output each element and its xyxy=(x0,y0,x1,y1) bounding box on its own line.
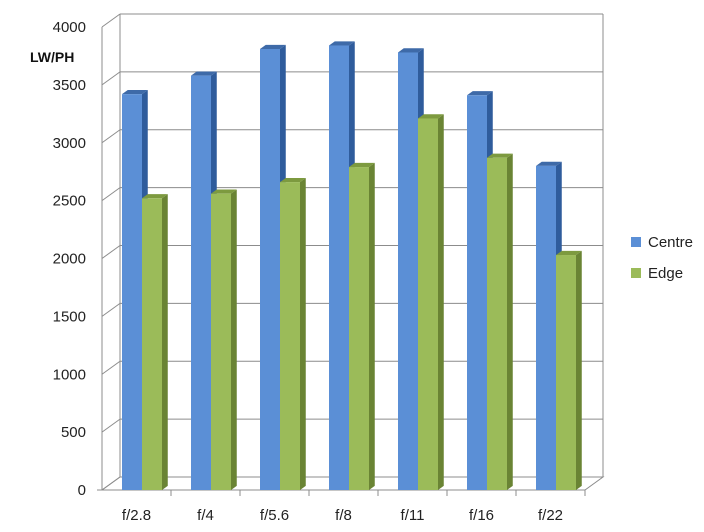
legend-swatch xyxy=(631,268,641,278)
bar-side xyxy=(369,162,375,490)
bar-front xyxy=(536,165,556,490)
bar-front xyxy=(418,118,438,490)
bar xyxy=(556,250,582,490)
legend-label: Edge xyxy=(648,265,683,282)
gridline-side xyxy=(101,71,121,86)
gridline-side xyxy=(101,187,121,202)
bar-front xyxy=(467,95,487,490)
bar xyxy=(280,177,306,491)
bar-front xyxy=(191,75,211,491)
bar-top xyxy=(418,114,444,119)
y-tick-label: 1000 xyxy=(53,366,86,383)
bar xyxy=(211,189,237,490)
y-tick-label: 2000 xyxy=(53,251,86,268)
bar-front xyxy=(329,45,349,491)
bar xyxy=(418,114,444,490)
gridline-side xyxy=(101,245,121,259)
gridline-side xyxy=(101,13,121,28)
y-tick-label: 2500 xyxy=(53,193,86,210)
y-tick-label: 500 xyxy=(61,424,86,441)
gridline-side xyxy=(101,360,121,375)
x-tick-label: f/4 xyxy=(197,507,214,524)
bar-front xyxy=(398,52,418,491)
bar-top xyxy=(398,48,424,53)
bar-side xyxy=(507,153,513,490)
bar-top xyxy=(329,41,355,46)
bar-front xyxy=(280,182,300,491)
legend: Centre Edge xyxy=(631,234,693,282)
bar-side xyxy=(162,194,168,490)
bar-top xyxy=(122,89,148,95)
bar-top xyxy=(280,177,306,183)
bar-top xyxy=(142,194,168,199)
bar-front xyxy=(122,94,142,490)
bar-side xyxy=(231,189,237,490)
x-tick-label: f/16 xyxy=(469,507,494,524)
bar xyxy=(487,153,513,491)
y-tick-label: 3000 xyxy=(53,135,86,152)
y-tick-label: 3500 xyxy=(53,77,86,94)
bar-front xyxy=(487,157,507,491)
legend-swatch xyxy=(631,237,641,247)
gridline-side xyxy=(101,418,121,433)
x-tick-label: f/2.8 xyxy=(122,507,151,524)
bar-front xyxy=(211,193,231,490)
bar xyxy=(349,162,375,490)
x-tick-label: f/8 xyxy=(335,507,352,524)
x-tick-label: f/22 xyxy=(538,507,563,524)
bar-top xyxy=(260,44,286,49)
bar-top xyxy=(191,71,217,76)
bar-side xyxy=(576,250,582,490)
bar-top xyxy=(556,250,582,256)
legend-label: Centre xyxy=(648,234,693,251)
bar-top xyxy=(467,91,493,96)
bar-top xyxy=(536,161,562,166)
bar-front xyxy=(556,255,576,490)
x-tick-label: f/5.6 xyxy=(260,507,289,524)
bar-side xyxy=(438,114,444,490)
gridline-side xyxy=(101,302,121,317)
bar-top xyxy=(349,162,375,168)
tick-labels: 0 500 1000 1500 2000 2500 3000 3500 4000 f/2.8 f/4… xyxy=(53,19,563,524)
bar-front xyxy=(349,167,369,490)
y-tick-label: 0 xyxy=(78,482,86,499)
gridline-side xyxy=(101,129,121,144)
x-tick-label: f/11 xyxy=(401,507,425,524)
y-tick-label: 1500 xyxy=(53,308,86,325)
bar-front xyxy=(142,198,162,490)
y-tick-label: 4000 xyxy=(53,19,86,36)
bar xyxy=(142,194,168,490)
bar-front xyxy=(260,48,280,491)
bar-top xyxy=(211,189,237,194)
bars xyxy=(122,41,582,491)
bar-side xyxy=(300,177,306,490)
bar-top xyxy=(487,153,513,158)
y-axis-label: LW/PH xyxy=(30,49,74,65)
